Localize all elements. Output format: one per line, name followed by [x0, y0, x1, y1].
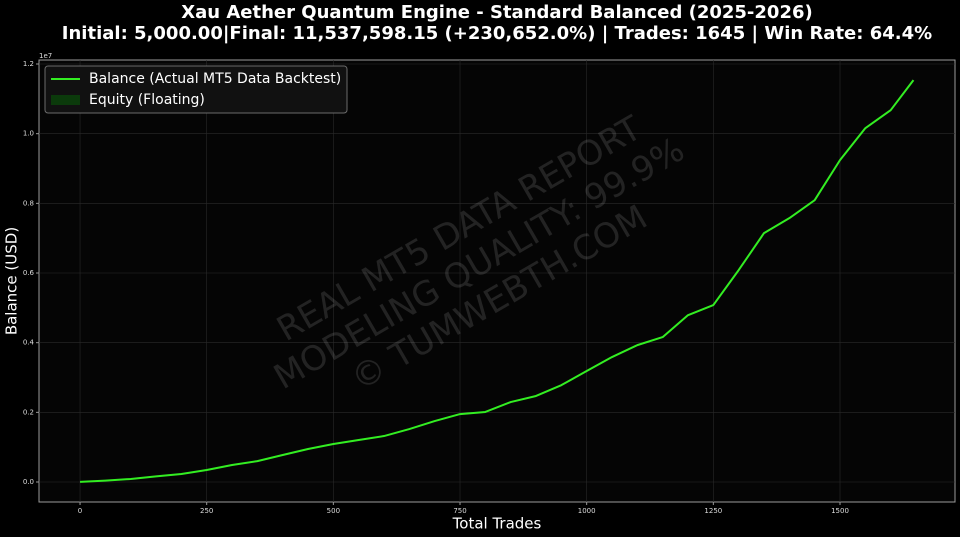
y-tick-label: 1.0 — [23, 130, 34, 138]
x-tick-label: 250 — [200, 507, 213, 515]
x-axis-label: Total Trades — [452, 515, 542, 533]
x-tick-label: 1500 — [831, 507, 849, 515]
y-tick-label: 0.8 — [23, 199, 34, 207]
x-tick-label: 500 — [327, 507, 340, 515]
legend-patch — [51, 95, 80, 105]
y-offset-label: 1e7 — [39, 52, 52, 60]
y-tick-label: 0.4 — [23, 339, 35, 347]
x-tick-label: 1000 — [578, 507, 596, 515]
chart-title: Xau Aether Quantum Engine - Standard Bal… — [181, 2, 812, 23]
legend-label: Balance (Actual MT5 Data Backtest) — [89, 71, 341, 87]
legend-box — [44, 65, 348, 114]
y-tick-label: 0.2 — [23, 408, 34, 416]
balance-line — [79, 79, 915, 483]
chart-subtitle: Initial: 5,000.00|Final: 11,537,598.15 (… — [62, 23, 932, 44]
x-tick-label: 750 — [453, 507, 466, 515]
legend-label: Equity (Floating) — [89, 92, 205, 108]
x-tick-label: 1250 — [704, 507, 722, 515]
y-axis-label: Balance (USD) — [3, 227, 21, 335]
y-tick-label: 1.2 — [23, 60, 34, 68]
y-tick-label: 0.0 — [23, 478, 34, 486]
x-tick-label: 0 — [78, 507, 82, 515]
legend: Balance (Actual MT5 Data Backtest) Equity… — [44, 65, 348, 114]
y-tick-label: 0.6 — [23, 269, 35, 277]
